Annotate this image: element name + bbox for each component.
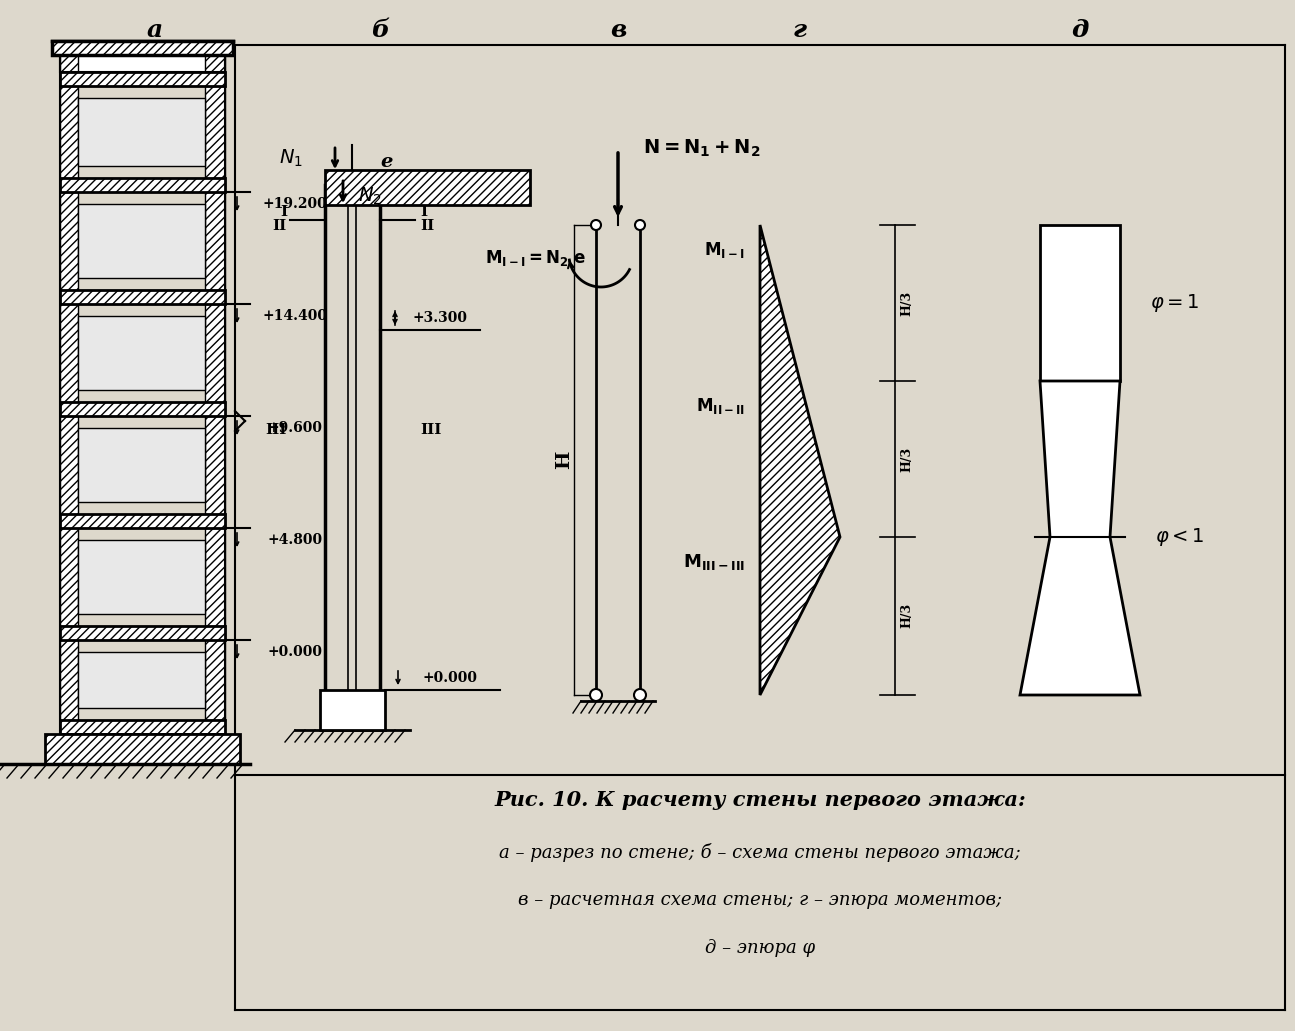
Bar (78, 428, 205, 502)
Bar (1040, 225, 1120, 381)
Bar (205, 640, 225, 720)
Bar (60, 720, 225, 734)
Bar (325, 170, 530, 205)
Text: $\mathbf{M_{III-III}}$: $\mathbf{M_{III-III}}$ (682, 552, 745, 572)
Text: $N_2$: $N_2$ (357, 186, 382, 206)
Text: +14.400: +14.400 (263, 309, 328, 323)
Text: г: г (793, 18, 807, 42)
Text: III: III (420, 423, 442, 437)
Bar (78, 98, 205, 166)
Polygon shape (1020, 381, 1140, 695)
Text: а: а (146, 18, 163, 42)
Bar (60, 55, 225, 72)
Circle shape (635, 689, 646, 701)
Text: +0.000: +0.000 (268, 645, 322, 659)
Text: H/3: H/3 (900, 446, 913, 471)
Bar (60, 72, 225, 86)
Polygon shape (760, 225, 840, 695)
Text: б: б (370, 18, 388, 42)
Bar (205, 528, 225, 626)
Bar (320, 690, 385, 730)
Bar (60, 178, 225, 192)
Text: +3.300: +3.300 (413, 311, 467, 325)
Text: д – эпюра φ: д – эпюра φ (704, 939, 815, 957)
Text: +9.600: +9.600 (268, 421, 322, 435)
Bar (205, 304, 225, 402)
Text: Рис. 10. К расчету стены первого этажа:: Рис. 10. К расчету стены первого этажа: (495, 790, 1026, 810)
Bar (60, 192, 78, 290)
Text: $\mathbf{M_{I-I}}$: $\mathbf{M_{I-I}}$ (704, 240, 745, 260)
Text: II: II (420, 219, 434, 233)
Bar (60, 514, 225, 528)
Text: $\varphi = 1$: $\varphi = 1$ (1150, 292, 1199, 314)
Text: III: III (265, 423, 287, 437)
Text: $\varphi < 1$: $\varphi < 1$ (1155, 526, 1204, 548)
Text: e: e (379, 153, 392, 171)
Bar (52, 41, 233, 55)
Bar (60, 528, 78, 626)
Text: д: д (1071, 18, 1089, 42)
Text: $\mathbf{N = N_1 + N_2}$: $\mathbf{N = N_1 + N_2}$ (644, 137, 760, 159)
Bar (78, 540, 205, 614)
Bar (60, 290, 225, 304)
Bar (205, 86, 225, 178)
Text: +19.200: +19.200 (263, 197, 328, 211)
Circle shape (591, 220, 601, 230)
Text: $N_1$: $N_1$ (278, 147, 303, 169)
Bar (60, 626, 225, 640)
Text: I: I (420, 205, 427, 219)
Bar (45, 734, 240, 764)
Bar (205, 415, 225, 514)
Bar (78, 652, 205, 708)
Bar (60, 415, 78, 514)
Text: II: II (273, 219, 287, 233)
Text: H/3: H/3 (900, 602, 913, 628)
Bar (78, 204, 205, 278)
Bar (60, 86, 78, 178)
Text: $\mathbf{M_{II-II}}$: $\mathbf{M_{II-II}}$ (695, 396, 745, 415)
Text: +4.800: +4.800 (268, 533, 322, 547)
Bar (60, 402, 225, 415)
Bar (78, 315, 205, 390)
Text: в: в (610, 18, 627, 42)
Bar (205, 55, 225, 72)
Circle shape (635, 220, 645, 230)
Bar (60, 640, 78, 720)
Text: I: I (280, 205, 287, 219)
Text: H: H (556, 451, 572, 469)
Bar (205, 192, 225, 290)
Text: в – расчетная схема стены; г – эпюра моментов;: в – расчетная схема стены; г – эпюра мом… (518, 891, 1002, 909)
Text: $\mathbf{M_{I-I}=N_2\ e}$: $\mathbf{M_{I-I}=N_2\ e}$ (484, 248, 587, 268)
Circle shape (591, 689, 602, 701)
Bar (60, 55, 78, 72)
Bar (60, 304, 78, 402)
Text: +0.000: +0.000 (422, 671, 478, 685)
Text: а – разрез по стене; б – схема стены первого этажа;: а – разрез по стене; б – схема стены пер… (499, 842, 1020, 862)
Text: H/3: H/3 (900, 291, 913, 315)
